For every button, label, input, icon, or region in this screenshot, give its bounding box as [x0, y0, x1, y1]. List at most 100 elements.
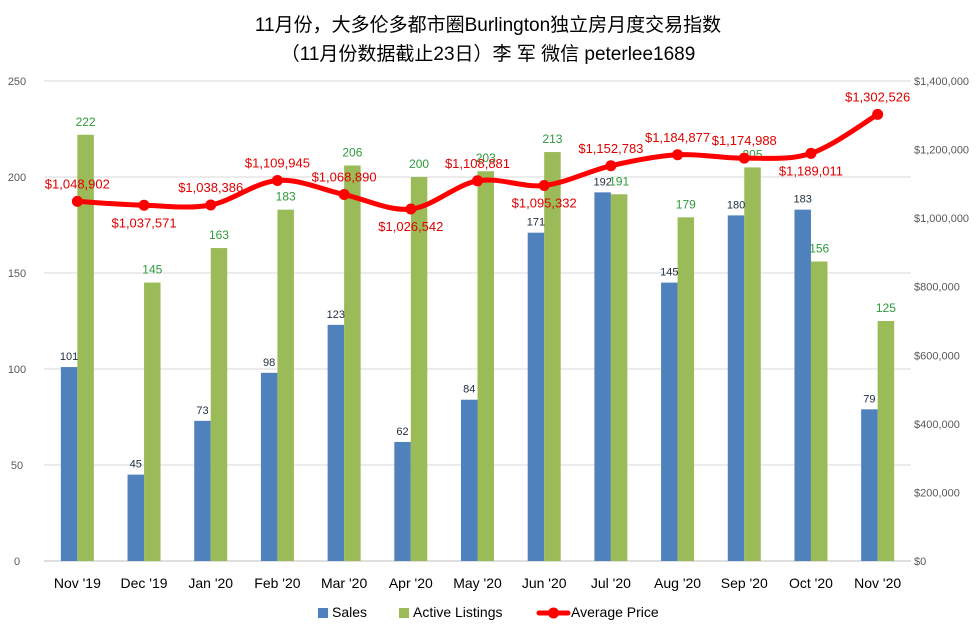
listings-bar: [677, 217, 695, 561]
x-tick-label: Feb '20: [254, 575, 300, 591]
sales-bar: [327, 324, 345, 561]
sales-data-label: 183: [794, 194, 812, 206]
legend-swatch-sales: [318, 608, 328, 618]
x-tick-label: Jan '20: [188, 575, 233, 591]
right-tick-label: $0: [914, 556, 926, 568]
price-data-label: $1,048,902: [45, 176, 110, 191]
price-marker: [338, 189, 350, 201]
sales-bar: [527, 232, 545, 561]
listings-data-label: 213: [542, 132, 562, 146]
legend-swatch-listings: [399, 608, 409, 618]
price-marker: [672, 149, 684, 161]
price-data-label: $1,184,877: [645, 130, 710, 145]
price-data-label: $1,174,988: [712, 133, 777, 148]
legend-label-sales: Sales: [332, 604, 367, 620]
listings-data-label: 156: [809, 241, 829, 255]
sales-bar: [127, 474, 145, 561]
x-tick-label: Jun '20: [522, 575, 567, 591]
listings-data-label: 163: [209, 228, 229, 242]
listings-bar: [77, 134, 94, 561]
sales-bar: [394, 441, 411, 561]
price-data-label: $1,152,783: [578, 141, 643, 156]
x-tick-label: Nov '20: [854, 575, 901, 591]
bar-data-labels: 101 222 45 145 73 163 98 183 123 206 62 200 84 203 171…: [60, 115, 896, 471]
sales-bar: [260, 372, 278, 561]
legend-label-price: Average Price: [571, 604, 659, 620]
legend: Sales Active Listings Average Price: [318, 604, 659, 620]
sales-data-label: 45: [130, 459, 142, 471]
x-tick-label: Mar '20: [321, 575, 367, 591]
left-tick-label: 150: [8, 268, 26, 280]
sales-bar: [461, 399, 478, 561]
listings-data-label: 179: [676, 197, 696, 211]
x-tick-label: May '20: [453, 575, 502, 591]
sales-data-label: 79: [863, 393, 875, 405]
listings-data-label: 191: [609, 174, 629, 188]
listings-data-label: 206: [342, 145, 362, 159]
price-marker: [538, 179, 550, 191]
x-tick-label: Oct '20: [789, 575, 833, 591]
x-tick-label: Sep '20: [721, 575, 768, 591]
price-marker: [738, 152, 750, 164]
listings-bar: [544, 152, 561, 562]
sales-bar: [727, 215, 745, 561]
sales-bar: [794, 209, 811, 561]
right-tick-label: $200,000: [914, 487, 960, 499]
price-data-label: $1,302,526: [845, 89, 910, 104]
sales-bar: [594, 192, 611, 562]
listings-data-label: 125: [876, 301, 896, 315]
price-data-label: $1,026,542: [378, 219, 443, 234]
x-tick-label: Apr '20: [389, 575, 433, 591]
listings-bar: [610, 194, 628, 561]
x-tick-label: Nov '19: [54, 575, 101, 591]
right-tick-label: $1,400,000: [914, 76, 969, 88]
listings-data-label: 203: [476, 151, 496, 165]
sales-data-label: 171: [527, 217, 545, 229]
left-tick-label: 250: [8, 76, 26, 88]
price-data-label: $1,108,881: [445, 156, 510, 171]
sales-bar: [194, 420, 211, 561]
price-data-label: $1,068,890: [312, 170, 377, 185]
left-tick-label: 50: [11, 460, 23, 472]
price-data-labels: $1,048,902 $1,037,571 $1,038,386$1,109,945…: [45, 89, 910, 234]
price-marker: [805, 147, 817, 159]
sales-data-label: 180: [727, 199, 745, 211]
sales-data-label: 84: [463, 384, 475, 396]
price-data-label: $1,038,386: [178, 180, 243, 195]
listings-bar: [810, 261, 828, 561]
sales-data-label: 98: [263, 357, 275, 369]
sales-data-label: 101: [60, 351, 78, 363]
right-tick-label: $400,000: [914, 419, 960, 431]
price-marker: [405, 203, 417, 215]
price-marker: [271, 174, 283, 186]
price-data-label: $1,109,945: [245, 155, 310, 170]
sales-bar: [861, 409, 878, 561]
listings-bar: [144, 282, 161, 561]
sales-data-label: 145: [660, 267, 678, 279]
left-tick-label: 100: [8, 364, 26, 376]
listings-bar: [877, 321, 895, 561]
price-marker: [872, 108, 884, 120]
chart-title: 11月份，大多伦多都市圈Burlington独立房月度交易指数: [255, 14, 721, 36]
x-tick-label: Aug '20: [654, 575, 701, 591]
legend-marker-price: [548, 607, 559, 619]
listings-data-label: 222: [76, 115, 96, 129]
listings-data-label: 200: [409, 157, 429, 171]
right-tick-label: $800,000: [914, 282, 960, 294]
price-marker: [205, 199, 217, 211]
listings-data-label: 183: [276, 190, 296, 204]
right-tick-label: $1,000,000: [914, 213, 969, 225]
sales-data-label: 73: [196, 405, 208, 417]
sales-data-label: 62: [396, 426, 408, 438]
bar-series: [60, 134, 895, 562]
left-tick-label: 0: [14, 556, 20, 568]
chart-subtitle: （11月份数据截止23日）李 军 微信 peterlee1689: [281, 43, 696, 65]
legend-label-listings: Active Listings: [413, 604, 502, 620]
price-marker: [71, 195, 83, 207]
listings-data-label: 145: [142, 263, 162, 277]
price-marker: [472, 175, 483, 187]
price-data-label: $1,037,571: [111, 215, 176, 230]
price-data-label: $1,189,011: [779, 163, 843, 178]
listings-bar: [277, 209, 294, 561]
